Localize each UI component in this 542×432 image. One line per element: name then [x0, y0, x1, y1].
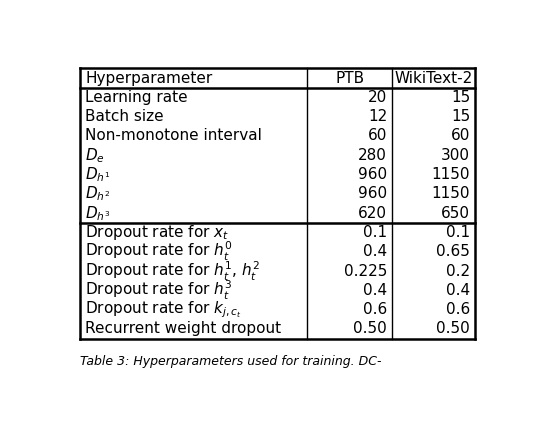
Text: $D_e$: $D_e$ — [86, 146, 105, 165]
Text: 0.65: 0.65 — [436, 244, 470, 259]
Text: $D_{h^1}$: $D_{h^1}$ — [86, 165, 111, 184]
Text: 0.4: 0.4 — [363, 283, 387, 298]
Text: 0.6: 0.6 — [446, 302, 470, 317]
Text: Dropout rate for $h_t^1$, $h_t^2$: Dropout rate for $h_t^1$, $h_t^2$ — [86, 260, 260, 283]
Text: Dropout rate for $h_t^0$: Dropout rate for $h_t^0$ — [86, 240, 233, 264]
Text: 0.1: 0.1 — [446, 225, 470, 240]
Text: 0.50: 0.50 — [353, 321, 387, 337]
Text: 0.6: 0.6 — [363, 302, 387, 317]
Text: 1150: 1150 — [431, 167, 470, 182]
Text: 0.50: 0.50 — [436, 321, 470, 337]
Text: 60: 60 — [451, 128, 470, 143]
Text: Batch size: Batch size — [86, 109, 164, 124]
Text: Recurrent weight dropout: Recurrent weight dropout — [86, 321, 281, 337]
Text: 0.1: 0.1 — [363, 225, 387, 240]
Text: 300: 300 — [441, 148, 470, 163]
Text: Hyperparameter: Hyperparameter — [86, 70, 212, 86]
Text: 650: 650 — [441, 206, 470, 221]
Text: Non-monotone interval: Non-monotone interval — [86, 128, 262, 143]
Text: WikiText-2: WikiText-2 — [395, 70, 473, 86]
Text: 0.225: 0.225 — [344, 264, 387, 279]
Text: 960: 960 — [358, 167, 387, 182]
Text: Dropout rate for $k_{j,c_t}$: Dropout rate for $k_{j,c_t}$ — [86, 299, 242, 320]
Text: 0.4: 0.4 — [363, 244, 387, 259]
Text: 620: 620 — [358, 206, 387, 221]
Text: PTB: PTB — [335, 70, 364, 86]
Text: Dropout rate for $x_t$: Dropout rate for $x_t$ — [86, 223, 229, 242]
Text: 60: 60 — [368, 128, 387, 143]
Text: 0.4: 0.4 — [446, 283, 470, 298]
Text: 0.2: 0.2 — [446, 264, 470, 279]
Text: 280: 280 — [358, 148, 387, 163]
Text: 1150: 1150 — [431, 186, 470, 201]
Text: 960: 960 — [358, 186, 387, 201]
Text: 20: 20 — [368, 90, 387, 105]
Text: $D_{h^2}$: $D_{h^2}$ — [86, 184, 111, 203]
Text: 12: 12 — [368, 109, 387, 124]
Text: 15: 15 — [451, 109, 470, 124]
Text: Dropout rate for $h_t^3$: Dropout rate for $h_t^3$ — [86, 279, 233, 302]
Text: $D_{h^3}$: $D_{h^3}$ — [86, 204, 111, 222]
Text: Learning rate: Learning rate — [86, 90, 188, 105]
Text: Table 3: Hyperparameters used for training. DC-: Table 3: Hyperparameters used for traini… — [80, 355, 382, 368]
Text: 15: 15 — [451, 90, 470, 105]
